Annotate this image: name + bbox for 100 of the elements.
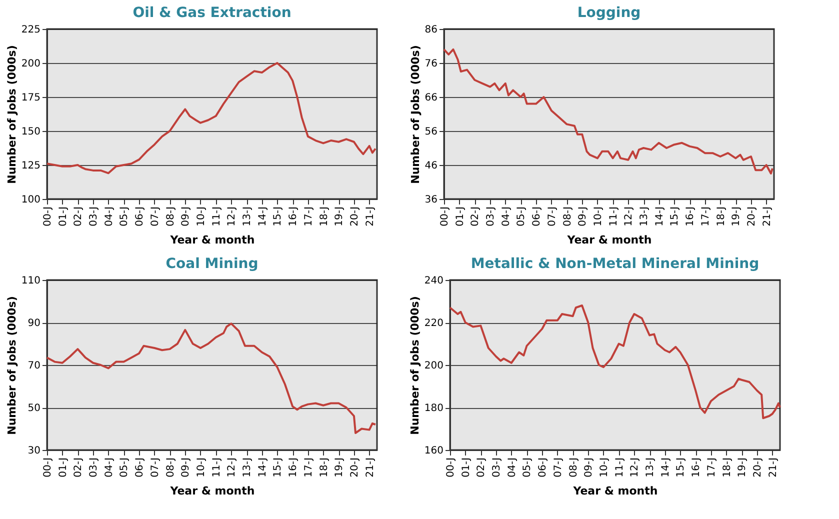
x-tick-label: 21-J: [768, 458, 779, 478]
x-tick-label: 12-J: [226, 206, 238, 226]
y-tick-label: 36: [424, 194, 438, 206]
x-tick-label: 16-J: [288, 458, 300, 478]
x-tick-label: 01-J: [58, 206, 69, 226]
x-tick-label: 15-J: [676, 458, 687, 478]
x-tick-label: 19-J: [731, 206, 742, 226]
x-tick-label: 16-J: [685, 206, 696, 226]
x-tick-label: 13-J: [645, 458, 656, 478]
x-tick-label: 09-J: [180, 458, 192, 478]
y-tick-label: 70: [28, 360, 40, 372]
x-tick-label: 20-J: [349, 206, 360, 226]
x-tick-label: 18-J: [722, 458, 733, 478]
y-tick-label: 180: [424, 403, 444, 414]
x-tick-label: 15-J: [670, 206, 681, 226]
x-tick-label: 03-J: [88, 458, 100, 478]
x-tick-label: 01-J: [460, 458, 472, 478]
x-tick-label: 17-J: [303, 458, 314, 478]
x-tick-label: 18-J: [318, 206, 330, 226]
x-tick-label: 05-J: [119, 458, 130, 478]
x-tick-label: 10-J: [592, 206, 604, 226]
x-tick-label: 06-J: [538, 458, 549, 478]
line-series: [46, 62, 376, 174]
x-tick-label: 21-J: [762, 206, 773, 226]
x-tick-label: 17-J: [700, 206, 712, 226]
x-tick-label: 17-J: [303, 206, 314, 226]
x-tick-label: 18-J: [716, 206, 727, 226]
chart-title: Coal Mining: [166, 256, 258, 272]
x-tick-label: 20-J: [746, 206, 758, 226]
y-axis-title: Number of Jobs (000s): [5, 296, 18, 435]
x-tick-label: 12-J: [226, 458, 238, 478]
x-tick-label: 20-J: [752, 458, 764, 478]
y-tick-label: 200: [424, 360, 444, 372]
x-tick-label: 21-J: [364, 458, 376, 478]
x-tick-label: 02-J: [73, 458, 84, 478]
x-tick-label: 14-J: [257, 458, 268, 478]
x-tick-label: 10-J: [598, 458, 610, 478]
x-tick-label: 08-J: [165, 206, 176, 226]
y-tick-label: 86: [424, 24, 438, 36]
x-tick-label: 05-J: [119, 206, 130, 226]
x-tick-label: 08-J: [562, 206, 574, 226]
x-tick-label: 07-J: [150, 458, 161, 478]
x-tick-label: 09-J: [578, 206, 589, 226]
x-tick-label: 06-J: [134, 206, 146, 226]
x-tick-label: 01-J: [58, 458, 69, 478]
x-tick-label: 19-J: [737, 458, 748, 478]
y-tick-label: 66: [424, 92, 438, 104]
y-tick-label: 240: [424, 276, 444, 286]
y-tick-label: 125: [21, 160, 40, 172]
y-tick-label: 160: [424, 446, 444, 456]
x-tick-label: 04-J: [506, 458, 518, 478]
x-tick-label: 02-J: [470, 206, 482, 226]
y-tick-label: 150: [21, 126, 40, 138]
y-axis-title: Number of Jobs (000s): [5, 45, 18, 184]
x-tick-label: 03-J: [486, 206, 497, 226]
x-tick-label: 06-J: [134, 458, 146, 478]
x-tick-label: 19-J: [334, 206, 346, 226]
x-tick-label: 12-J: [624, 206, 635, 226]
y-tick-label: 200: [21, 58, 40, 70]
y-tick-label: 76: [424, 58, 438, 70]
y-tick-label: 220: [424, 318, 444, 329]
x-tick-label: 00-J: [446, 458, 456, 478]
chart-title: Metallic & Non-Metal Mineral Mining: [470, 256, 760, 272]
line-series: [449, 304, 781, 420]
y-tick-label: 175: [21, 92, 40, 104]
x-tick-label: 13-J: [639, 206, 650, 226]
x-tick-label: 16-J: [691, 458, 702, 478]
x-axis-title: Year & month: [169, 233, 255, 246]
x-tick-label: 09-J: [584, 458, 595, 478]
x-tick-label: 11-J: [614, 458, 626, 478]
x-tick-label: 12-J: [630, 458, 641, 478]
chart-title: Logging: [577, 5, 641, 21]
x-tick-label: 10-J: [196, 206, 207, 226]
y-tick-label: 90: [28, 318, 40, 329]
x-tick-label: 00-J: [42, 458, 54, 478]
y-tick-label: 30: [28, 446, 40, 456]
x-tick-label: 03-J: [492, 458, 503, 478]
x-tick-label: 02-J: [73, 206, 84, 226]
y-tick-label: 100: [21, 194, 40, 206]
x-tick-label: 05-J: [516, 206, 528, 226]
x-tick-label: 00-J: [440, 206, 450, 226]
x-tick-label: 00-J: [42, 206, 54, 226]
x-tick-label: 07-J: [546, 206, 558, 226]
x-tick-label: 15-J: [272, 206, 284, 226]
line-series: [443, 48, 774, 174]
x-tick-label: 01-J: [454, 206, 466, 226]
x-tick-label: 06-J: [532, 206, 543, 226]
x-tick-label: 08-J: [165, 458, 176, 478]
y-tick-label: 50: [28, 403, 40, 414]
line-series: [46, 322, 376, 434]
x-tick-label: 13-J: [242, 458, 254, 478]
x-tick-label: 07-J: [552, 458, 564, 478]
x-tick-label: 19-J: [334, 458, 346, 478]
y-axis-title: Number of Jobs (000s): [408, 45, 422, 184]
y-tick-label: 46: [424, 160, 438, 172]
x-tick-label: 17-J: [706, 458, 718, 478]
x-tick-label: 11-J: [211, 206, 222, 226]
x-tick-label: 07-J: [150, 206, 161, 226]
x-tick-label: 05-J: [522, 458, 534, 478]
x-tick-label: 04-J: [500, 206, 512, 226]
